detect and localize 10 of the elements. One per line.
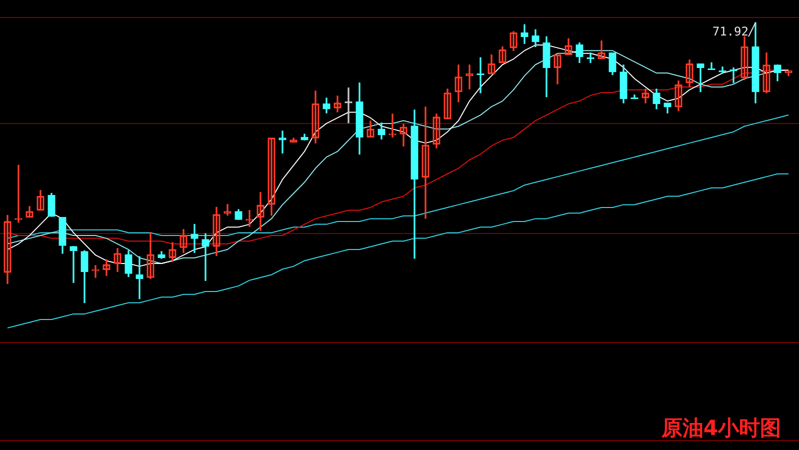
candlestick: [466, 64, 474, 90]
candlestick: [70, 246, 78, 283]
candlestick: [696, 63, 704, 92]
candlestick: [278, 130, 286, 154]
candlestick: [520, 24, 528, 44]
text: 原油4小时图: [661, 415, 781, 442]
candlestick: [190, 224, 198, 253]
annotation: 71.92: [712, 24, 748, 39]
candlestick: [202, 233, 210, 281]
candlestick: [136, 256, 144, 300]
